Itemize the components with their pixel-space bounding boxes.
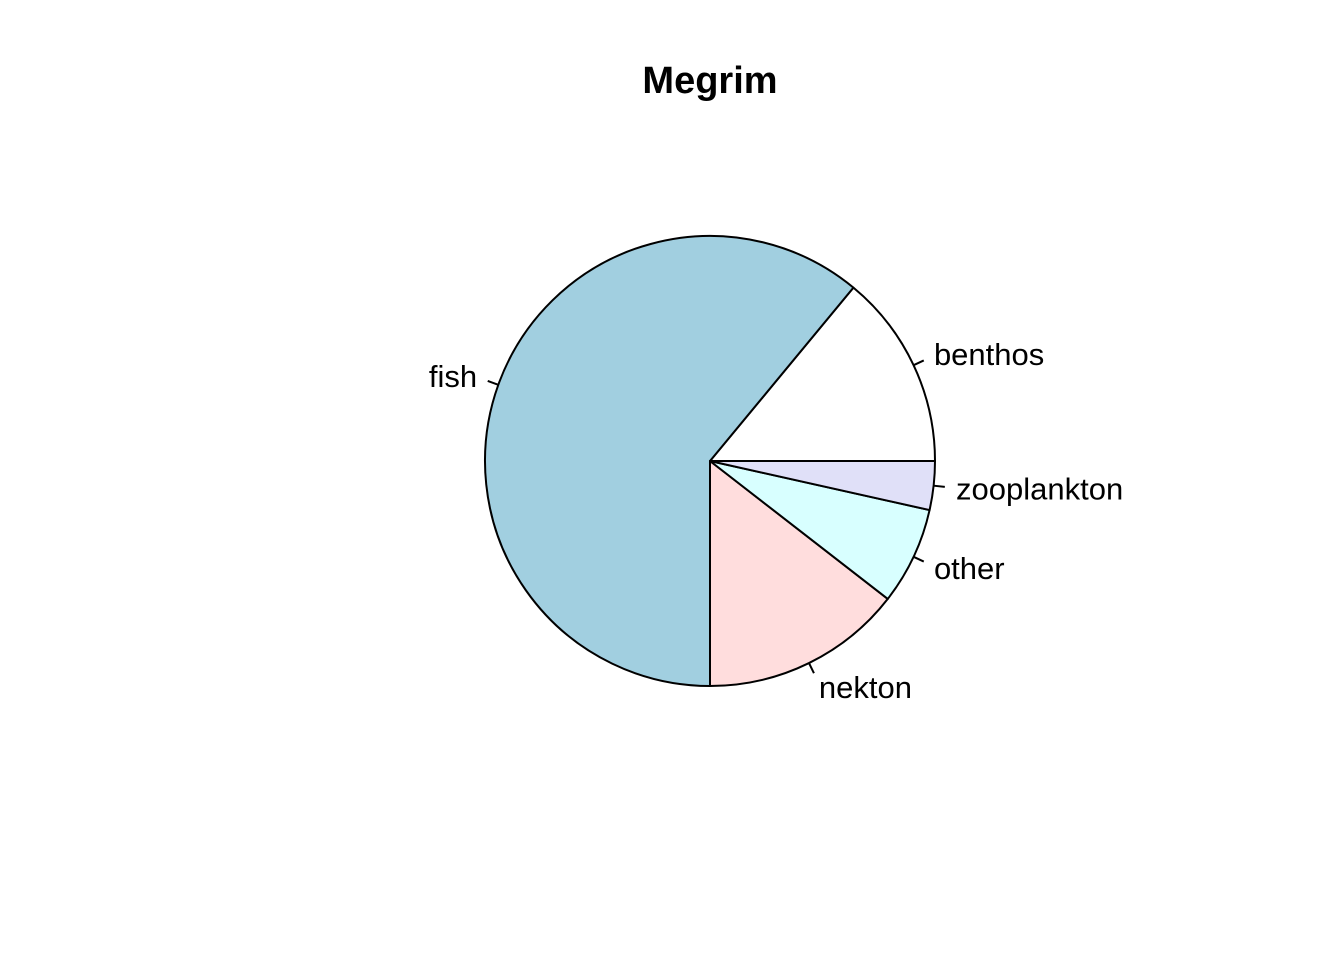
chart-title: Megrim (642, 60, 777, 102)
label-tick-other (913, 555, 925, 563)
pie-label-other: other (934, 551, 1005, 586)
pie-label-nekton: nekton (819, 670, 912, 705)
label-tick-nekton (808, 662, 815, 674)
label-tick-benthos (913, 359, 925, 367)
label-tick-zooplankton (933, 484, 945, 488)
pie-slices (484, 235, 936, 687)
pie-labels: benthos fish nekton other zooplankton (429, 337, 1123, 705)
pie-label-fish: fish (429, 359, 477, 394)
pie-slice-benthos (709, 286, 936, 462)
pie-label-benthos: benthos (934, 337, 1044, 372)
pie-label-zooplankton: zooplankton (956, 472, 1123, 507)
pie-slice-nekton (709, 460, 889, 687)
label-tick-fish (487, 380, 499, 386)
pie-slice-fish (484, 235, 855, 687)
